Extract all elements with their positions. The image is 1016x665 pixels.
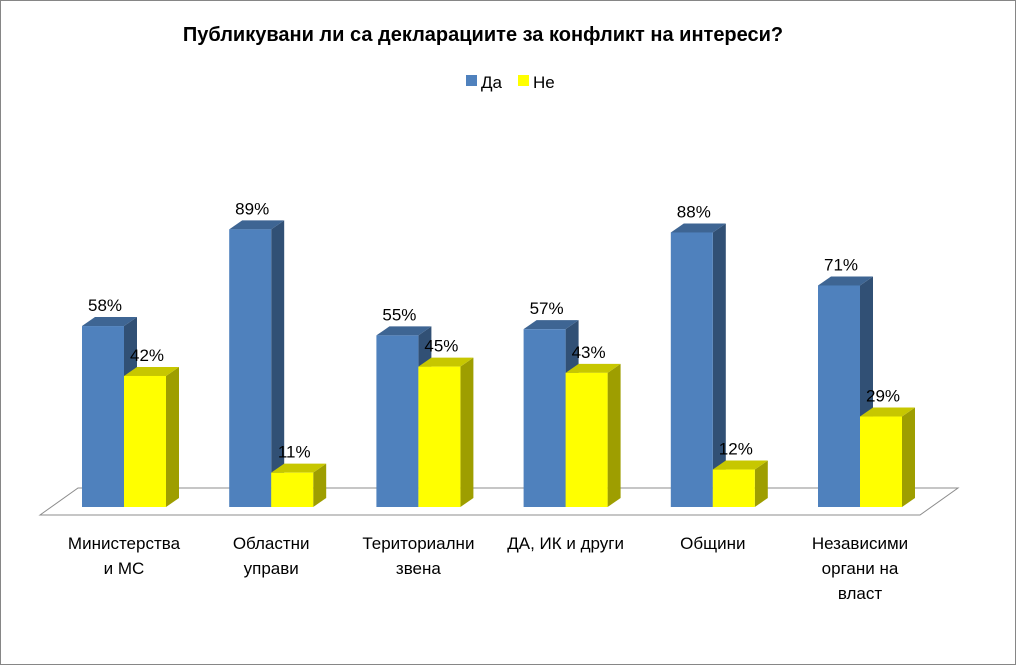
bar-front (523, 329, 566, 507)
bar-front (860, 416, 902, 507)
category-label-3: Териториални звена (362, 534, 474, 578)
bar-top (712, 460, 768, 470)
bar-side (902, 407, 915, 507)
bar-front (418, 366, 461, 507)
category-label-5: Общини (680, 534, 745, 553)
bar-top (124, 366, 179, 376)
category-labels: Министерства и МС Областни управи Териториал… (68, 534, 908, 603)
bar-front (712, 469, 755, 507)
bar-side (607, 363, 621, 507)
bar-side (712, 223, 726, 507)
bar-ne-4 (565, 363, 621, 507)
data-labels: 58% 42% 89% 11% 55% 45% 57% 43% 88% 12% 71% 29% (88, 199, 900, 461)
legend-label-2: Не (533, 73, 555, 92)
legend-label-1: Да (481, 73, 503, 92)
legend: Да Не (466, 73, 555, 92)
data-label-ne-3: 45% (424, 337, 458, 356)
bar-top (818, 276, 873, 286)
bar-ne-1 (124, 366, 179, 507)
bar-top (229, 220, 285, 230)
bar-ne-2 (271, 463, 327, 507)
bar-front (565, 372, 608, 507)
category-label-2: Областни управи (233, 534, 310, 578)
bar-ne-3 (418, 357, 474, 507)
bar-side (166, 366, 179, 507)
bar-top (82, 317, 137, 327)
data-label-ne-4: 43% (572, 343, 606, 362)
bar-front (818, 285, 860, 507)
bar-front (670, 232, 713, 507)
data-label-da-2: 89% (235, 199, 269, 218)
bar-da-6 (818, 276, 873, 507)
data-label-da-1: 58% (88, 296, 122, 315)
bar-front (124, 375, 166, 507)
bar-top (670, 223, 726, 233)
category-label-6: Независими органи на власт (812, 534, 908, 603)
category-label-1: Министерства и МС (68, 534, 181, 578)
bar-top (418, 357, 474, 367)
bar-top (271, 463, 327, 473)
bar-side (460, 357, 474, 507)
bar-side (313, 463, 327, 507)
legend-swatch-2 (518, 75, 529, 86)
bar-da-5 (670, 223, 726, 507)
bar-top (860, 407, 915, 417)
bar-front (82, 326, 124, 507)
bar-ne-5 (712, 460, 768, 507)
category-label-4: ДА, ИК и други (507, 534, 624, 553)
bar-ne-6 (860, 407, 915, 507)
chart-title: Публикувани ли са декларациите за конфли… (183, 24, 783, 46)
data-label-ne-6: 29% (866, 387, 900, 406)
bars (82, 220, 915, 507)
bar-side (271, 220, 285, 507)
data-label-da-6: 71% (824, 255, 858, 274)
bar-top (523, 320, 579, 330)
bar-top (565, 363, 621, 373)
data-label-da-3: 55% (382, 305, 416, 324)
data-label-ne-2: 11% (278, 443, 311, 462)
data-label-da-5: 88% (677, 202, 711, 221)
bar-front (376, 335, 419, 507)
data-label-ne-5: 12% (719, 440, 753, 459)
bar-side (754, 460, 768, 507)
bar-front (229, 229, 272, 507)
legend-swatch-1 (466, 75, 477, 86)
data-label-ne-1: 42% (130, 346, 164, 365)
data-label-da-4: 57% (530, 299, 564, 318)
bar-top (376, 326, 432, 336)
bar-da-2 (229, 220, 285, 507)
bar-front (271, 472, 314, 507)
